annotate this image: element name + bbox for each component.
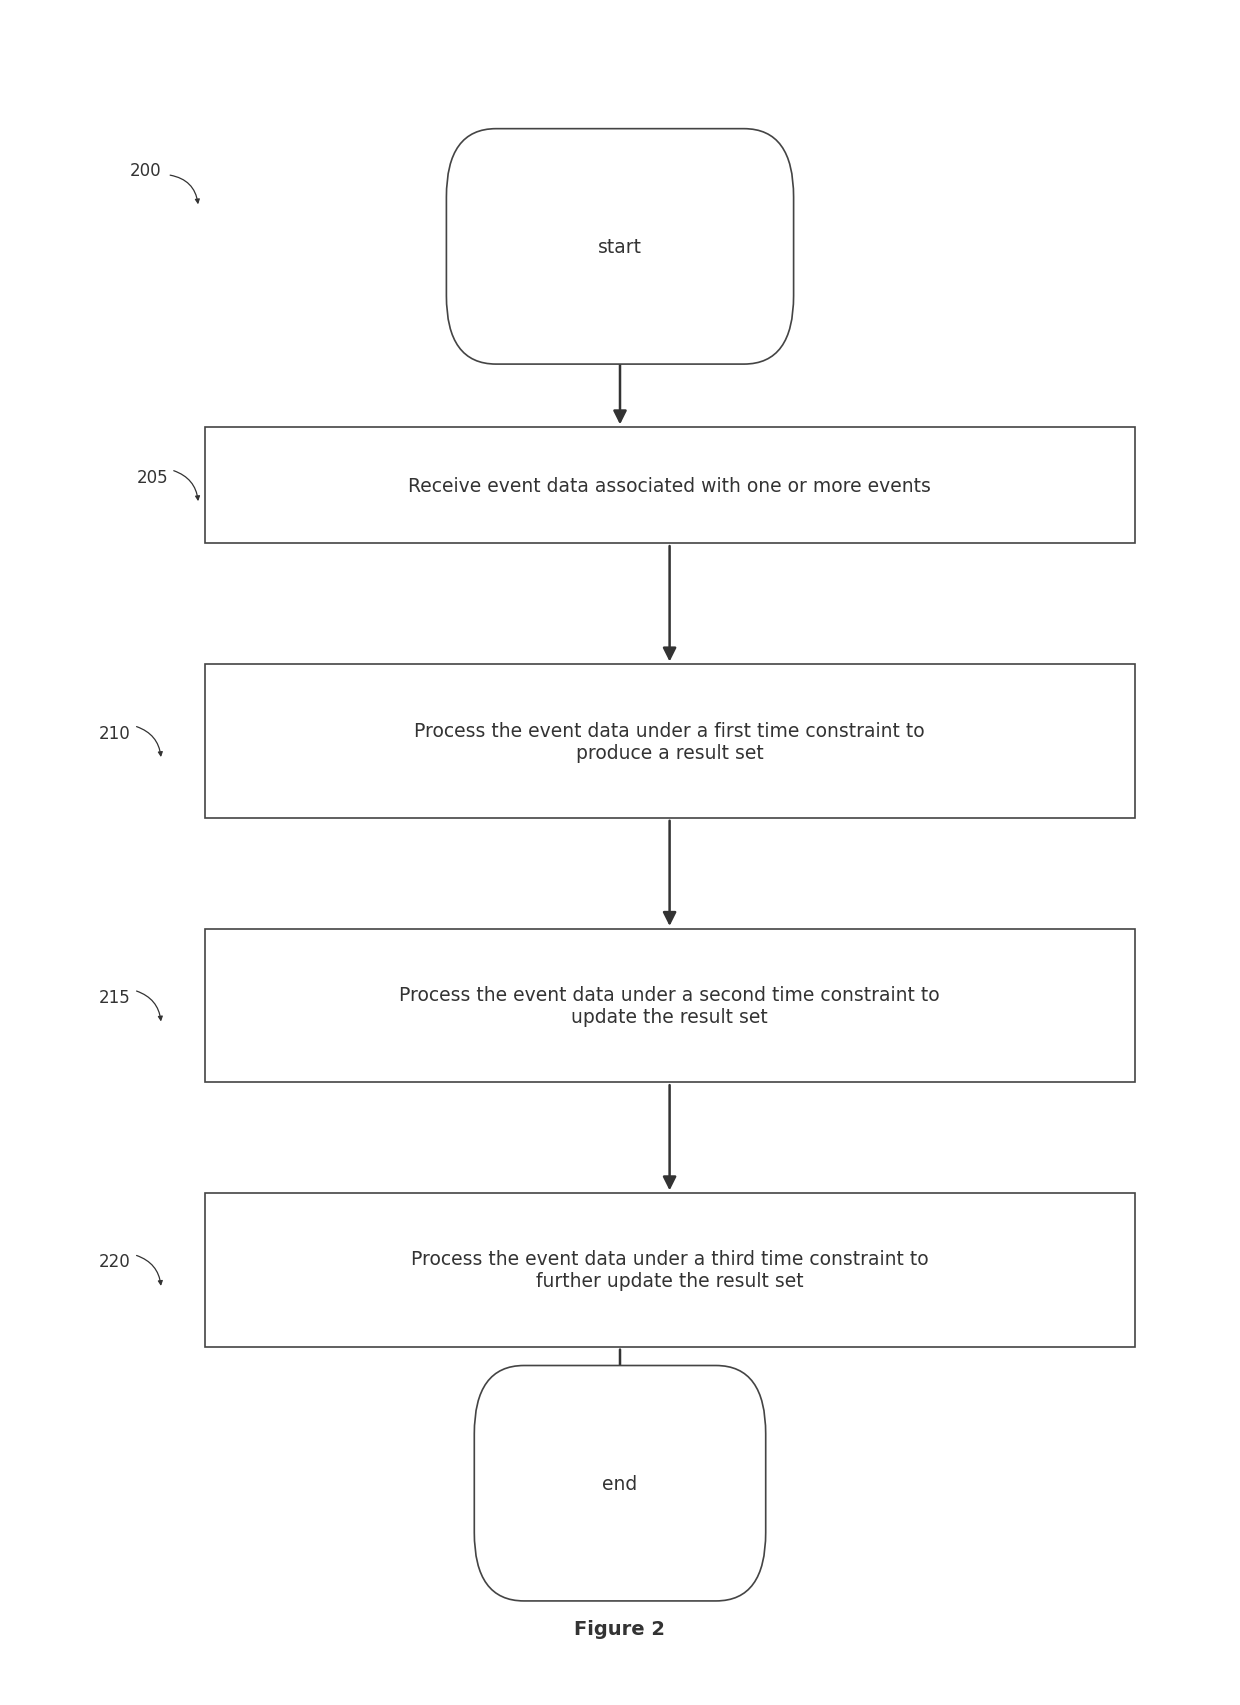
Text: start: start bbox=[598, 237, 642, 257]
FancyBboxPatch shape bbox=[205, 929, 1135, 1083]
Text: 205: 205 bbox=[136, 469, 169, 486]
Text: Process the event data under a second time constraint to
update the result set: Process the event data under a second ti… bbox=[399, 985, 940, 1026]
Text: end: end bbox=[603, 1473, 637, 1494]
FancyBboxPatch shape bbox=[205, 665, 1135, 818]
Text: Receive event data associated with one or more events: Receive event data associated with one o… bbox=[408, 476, 931, 496]
FancyBboxPatch shape bbox=[474, 1366, 765, 1601]
Text: Process the event data under a first time constraint to
produce a result set: Process the event data under a first tim… bbox=[414, 721, 925, 762]
FancyBboxPatch shape bbox=[205, 428, 1135, 544]
FancyBboxPatch shape bbox=[446, 130, 794, 365]
FancyBboxPatch shape bbox=[205, 1194, 1135, 1347]
Text: 200: 200 bbox=[130, 162, 162, 179]
Text: Figure 2: Figure 2 bbox=[574, 1618, 666, 1639]
Text: 210: 210 bbox=[99, 725, 131, 742]
Text: 220: 220 bbox=[99, 1253, 131, 1270]
Text: 215: 215 bbox=[99, 989, 131, 1006]
Text: Process the event data under a third time constraint to
further update the resul: Process the event data under a third tim… bbox=[410, 1250, 929, 1291]
